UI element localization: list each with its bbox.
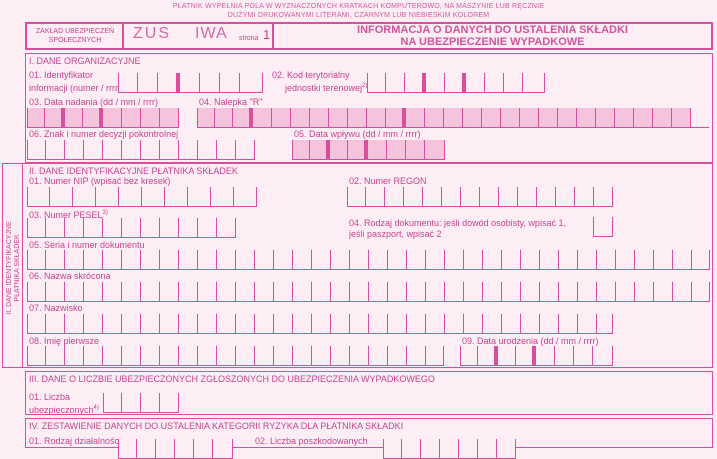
liczba-poszkodowanych-label: 02. Liczba poszkodowanych	[255, 436, 368, 446]
seria-numer-boxes[interactable]	[27, 250, 710, 270]
identyfikator-boxes[interactable]	[118, 73, 263, 93]
data-urodzenia-boxes[interactable]	[460, 346, 613, 366]
section-2-side-label: II. DANE IDENTYFIKACYJNE PŁATNIKA SKŁADE…	[6, 221, 21, 315]
institution-name: ZAKŁAD UBEZPIECZEŃ SPOŁECZNYCH	[35, 28, 115, 44]
nazwisko-boxes[interactable]	[27, 314, 613, 334]
field-01-label-2: informacji (numer / rrrr)1)	[29, 83, 126, 93]
field-04-label: 04. Nalepka "R"	[199, 97, 263, 107]
pesel-label: 03. Numer PESEL3)	[29, 210, 108, 220]
field-02-label-1: 02. Kod terytorialny	[272, 70, 350, 80]
form-title-line-1: INFORMACJA O DANYCH DO USTALENIA SKŁADKI	[357, 24, 628, 36]
rodzaj-dzialalnosci-label: 01. Rodzaj działalności	[29, 436, 122, 446]
divider	[272, 24, 274, 48]
section-2-title: II. DANE IDENTYFIKACYJNE PŁATNIKA SKŁADE…	[29, 166, 238, 176]
page-number: 1	[263, 27, 271, 42]
section-4-title: IV. ZESTAWIENIE DANYCH DO USTALENIA KATE…	[29, 421, 404, 431]
regon-label: 02. Numer REGON	[349, 176, 427, 186]
field-02-label-2: jednostki terenowej2)	[285, 83, 368, 93]
data-wplywu-boxes[interactable]	[292, 140, 445, 160]
section-2-box	[2, 163, 713, 368]
field-06-label: 06. Znak i numer decyzji pokontrolnej	[29, 129, 179, 139]
nalepka-boxes[interactable]	[197, 108, 709, 128]
nip-label: 01. Numer NIP (wpisać bez kresek)	[29, 176, 171, 186]
nazwa-skrocona-label: 06. Nazwa skrócona	[29, 271, 111, 281]
instruction-line-2: DUŻYMI DRUKOWANYMI LITERAMI, CZARNYM LUB…	[227, 12, 490, 19]
liczba-label-1: 01. Liczba	[29, 392, 71, 402]
side-divider	[22, 163, 23, 368]
kod-terytorialny-boxes[interactable]	[367, 73, 545, 93]
data-nadania-boxes[interactable]	[27, 108, 179, 128]
data-urodzenia-label: 09. Data urodzenia (dd / mm / rrrr)	[462, 336, 599, 346]
zus-logo: ZUS	[133, 25, 171, 42]
liczba-ubezpieczonych-boxes[interactable]	[103, 393, 179, 413]
seria-numer-label: 05. Seria i numer dokumentu	[29, 240, 145, 250]
nazwa-skrocona-boxes[interactable]	[27, 282, 710, 302]
form-title: INFORMACJA O DANYCH DO USTALENIA SKŁADKI…	[274, 24, 711, 48]
liczba-label-2: ubezpieczonych4)	[29, 405, 99, 415]
rodzaj-dokumentu-label-1: 04. Rodzaj dokumentu: jeśli dowód osobis…	[349, 218, 566, 228]
instruction-line-1: PŁATNIK WYPEŁNIA POLA W WYZNACZONYCH KRA…	[172, 3, 545, 10]
imie-boxes[interactable]	[27, 346, 444, 366]
section-1-box	[25, 53, 713, 163]
regon-boxes[interactable]	[347, 187, 613, 207]
nazwisko-label: 07. Nazwisko	[29, 303, 83, 313]
divider	[122, 24, 124, 48]
section-3-box	[25, 371, 713, 415]
page-label: strona	[239, 35, 259, 42]
section-1-title: I. DANE ORGANIZACYJNE	[29, 56, 141, 66]
znak-decyzji-boxes[interactable]	[27, 140, 255, 160]
imie-label: 08. Imię pierwsze	[29, 336, 100, 346]
field-03-label: 03. Data nadania (dd / mm / rrrr)	[29, 97, 159, 107]
nip-boxes[interactable]	[27, 187, 257, 207]
rodzaj-dzialalnosci-boxes[interactable]	[118, 439, 233, 459]
rodzaj-dokumentu-label-2: jeśli paszport, wpisać 2	[349, 229, 442, 239]
title-bar	[25, 22, 713, 50]
rodzaj-dokumentu-box[interactable]	[593, 217, 613, 237]
form-code: IWA	[195, 25, 228, 42]
pesel-boxes[interactable]	[27, 218, 236, 238]
form-title-line-2: NA UBEZPIECZENIE WYPADKOWE	[400, 36, 585, 48]
field-01-label-1: 01. Identyfikator	[29, 70, 94, 80]
liczba-poszkodowanych-boxes[interactable]	[383, 439, 516, 459]
field-05-label: 05. Data wpływu (dd / mm / rrrr)	[294, 129, 421, 139]
section-3-title: III. DANE O LICZBIE UBEZPIECZONYCH ZGŁOS…	[29, 374, 435, 384]
